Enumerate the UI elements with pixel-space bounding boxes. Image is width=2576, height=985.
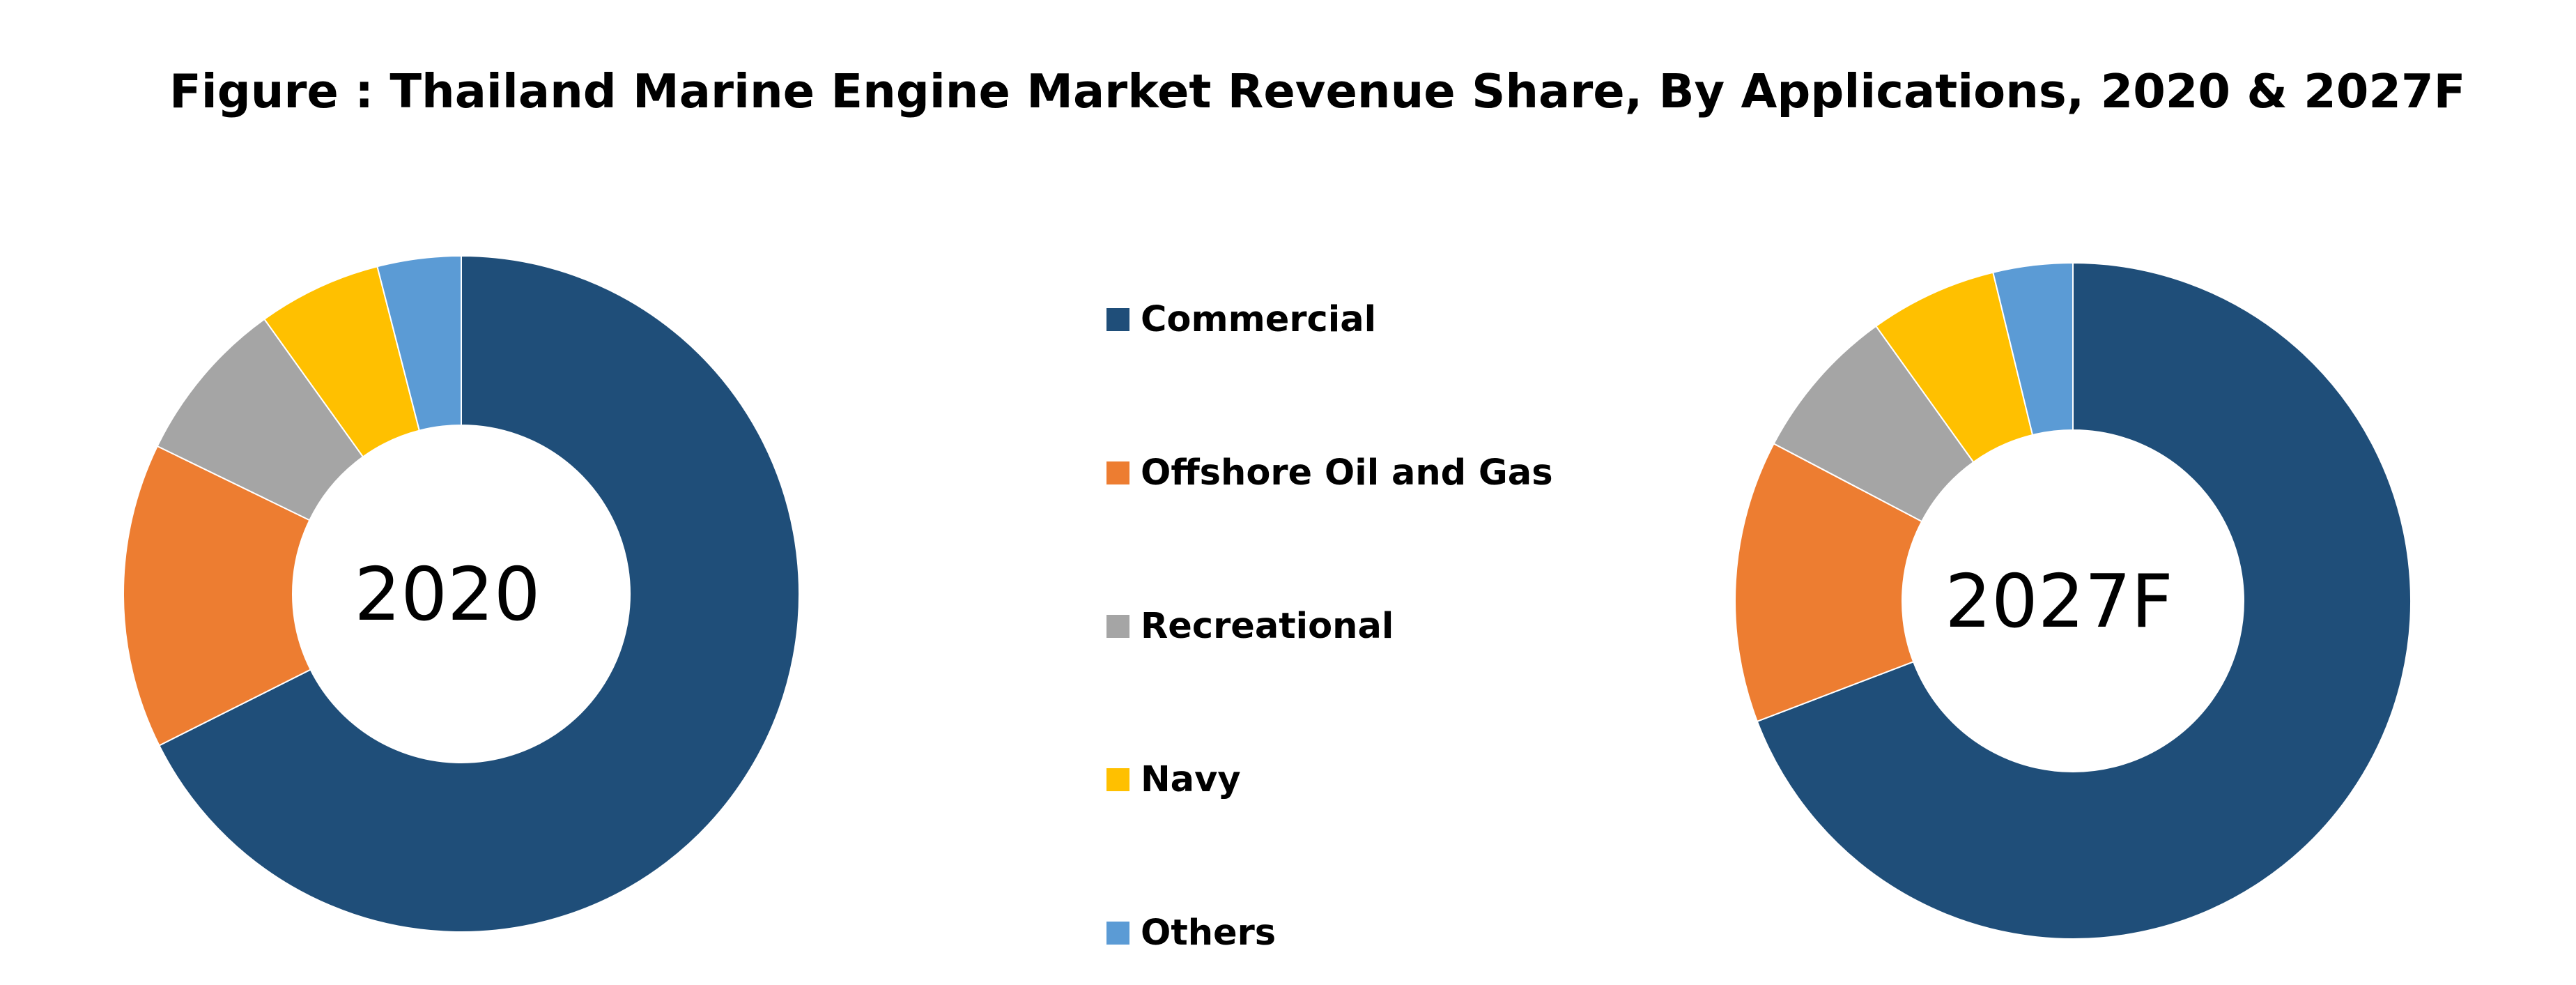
- legend-label-commercial: Commercial: [1141, 298, 1377, 340]
- legend-item-others: Others: [1106, 912, 1276, 954]
- donut-slice-2027f-offshore-oil-and-gas: [1734, 443, 1923, 723]
- donut-slice-2020-offshore-oil-and-gas: [123, 445, 312, 747]
- legend-label-offshore-oil-and-gas: Offshore Oil and Gas: [1141, 452, 1553, 494]
- legend-swatch-recreational: [1106, 614, 1129, 638]
- legend-label-recreational: Recreational: [1141, 605, 1394, 647]
- donut-center-label-2027f: 2027F: [1945, 559, 2173, 644]
- legend-item-navy: Navy: [1106, 758, 1241, 800]
- donut-center-label-2020: 2020: [354, 552, 540, 637]
- legend-item-commercial: Commercial: [1106, 298, 1376, 340]
- donut-slice-2020-commercial: [158, 254, 800, 933]
- donut-slice-2020-others: [376, 254, 462, 432]
- donut-chart-2027f: 2027F: [1734, 261, 2412, 940]
- legend-label-others: Others: [1141, 912, 1277, 954]
- donut-chart-2020: 2020: [123, 254, 800, 933]
- legend-swatch-offshore-oil-and-gas: [1106, 461, 1129, 484]
- chart-title: Figure : Thailand Marine Engine Market R…: [169, 64, 2466, 119]
- legend-swatch-others: [1106, 921, 1129, 945]
- donut-slice-2027f-commercial: [1756, 261, 2412, 940]
- legend-swatch-commercial: [1106, 307, 1129, 331]
- donut-slice-2027f-others: [1992, 261, 2074, 436]
- legend-label-navy: Navy: [1141, 758, 1241, 800]
- legend-swatch-navy: [1106, 768, 1129, 791]
- legend-item-offshore-oil-and-gas: Offshore Oil and Gas: [1106, 452, 1553, 494]
- legend-item-recreational: Recreational: [1106, 605, 1394, 647]
